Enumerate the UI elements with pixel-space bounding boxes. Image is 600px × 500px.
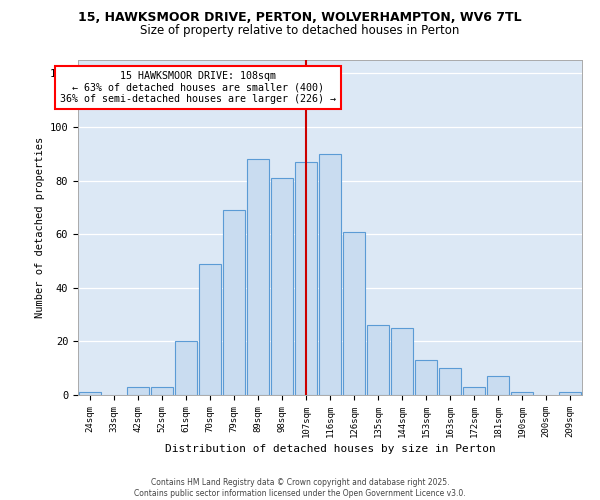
Bar	[271, 178, 293, 395]
Bar	[559, 392, 581, 395]
Bar	[223, 210, 245, 395]
Bar	[343, 232, 365, 395]
Bar	[175, 342, 197, 395]
Bar	[247, 159, 269, 395]
Bar	[151, 387, 173, 395]
X-axis label: Distribution of detached houses by size in Perton: Distribution of detached houses by size …	[164, 444, 496, 454]
Text: Size of property relative to detached houses in Perton: Size of property relative to detached ho…	[140, 24, 460, 37]
Bar	[79, 392, 101, 395]
Bar	[391, 328, 413, 395]
Bar	[319, 154, 341, 395]
Text: Contains HM Land Registry data © Crown copyright and database right 2025.
Contai: Contains HM Land Registry data © Crown c…	[134, 478, 466, 498]
Bar	[463, 387, 485, 395]
Bar	[199, 264, 221, 395]
Bar	[487, 376, 509, 395]
Bar	[439, 368, 461, 395]
Text: 15 HAWKSMOOR DRIVE: 108sqm
← 63% of detached houses are smaller (400)
36% of sem: 15 HAWKSMOOR DRIVE: 108sqm ← 63% of deta…	[60, 70, 336, 104]
Bar	[367, 326, 389, 395]
Text: 15, HAWKSMOOR DRIVE, PERTON, WOLVERHAMPTON, WV6 7TL: 15, HAWKSMOOR DRIVE, PERTON, WOLVERHAMPT…	[78, 11, 522, 24]
Y-axis label: Number of detached properties: Number of detached properties	[35, 137, 46, 318]
Bar	[127, 387, 149, 395]
Bar	[295, 162, 317, 395]
Bar	[511, 392, 533, 395]
Bar	[415, 360, 437, 395]
